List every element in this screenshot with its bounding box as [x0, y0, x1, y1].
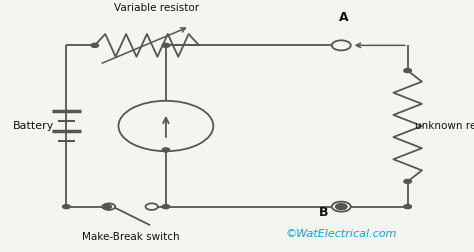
Circle shape — [404, 205, 411, 209]
Circle shape — [336, 204, 347, 210]
Circle shape — [146, 203, 158, 210]
Circle shape — [103, 203, 115, 210]
Text: Variable resistor: Variable resistor — [114, 3, 199, 13]
Circle shape — [118, 101, 213, 151]
Circle shape — [332, 40, 351, 50]
Text: unknown resistor: unknown resistor — [415, 121, 474, 131]
Circle shape — [404, 69, 411, 73]
Circle shape — [404, 179, 411, 183]
Circle shape — [63, 205, 70, 209]
Text: A: A — [339, 11, 348, 24]
Text: B: B — [319, 206, 328, 219]
Circle shape — [162, 148, 170, 152]
Circle shape — [102, 204, 111, 209]
Circle shape — [162, 205, 170, 209]
Text: ©WatElectrical.com: ©WatElectrical.com — [286, 229, 397, 239]
Circle shape — [332, 202, 351, 212]
Text: Make-Break switch: Make-Break switch — [82, 232, 179, 242]
Circle shape — [91, 43, 99, 47]
Text: Battery: Battery — [13, 121, 55, 131]
Circle shape — [162, 43, 170, 47]
